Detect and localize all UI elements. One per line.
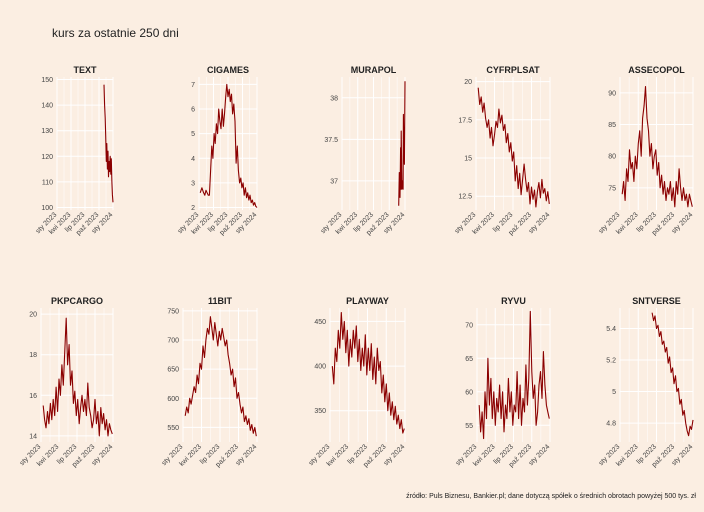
- y-tick-label: 80: [608, 154, 616, 161]
- y-tick-label: 12.5: [458, 194, 472, 201]
- chart-title: 11BIT: [208, 296, 233, 306]
- price-line: [103, 84, 114, 203]
- y-tick-label: 75: [608, 185, 616, 192]
- price-line: [184, 316, 257, 437]
- y-tick-label: 38: [330, 95, 338, 102]
- y-tick-label: 6: [191, 107, 195, 114]
- price-line: [478, 310, 550, 440]
- chart-title: TEXT: [73, 65, 97, 75]
- y-tick-label: 120: [41, 154, 53, 161]
- y-tick-label: 750: [167, 308, 179, 315]
- y-tick-label: 7: [191, 82, 195, 89]
- chart-title: RYVU: [501, 296, 526, 306]
- y-tick-label: 3: [191, 180, 195, 187]
- y-tick-label: 350: [314, 408, 326, 415]
- y-tick-label: 5: [612, 389, 616, 396]
- y-tick-label: 150: [41, 77, 53, 84]
- y-tick-label: 550: [167, 425, 179, 432]
- y-tick-label: 2: [191, 205, 195, 212]
- y-tick-label: 85: [608, 122, 616, 129]
- y-tick-label: 20: [464, 79, 472, 86]
- y-tick-label: 130: [41, 128, 53, 135]
- y-tick-label: 140: [41, 103, 53, 110]
- price-line: [621, 85, 693, 208]
- page-title: kurs za ostatnie 250 dni: [52, 26, 179, 40]
- y-tick-label: 650: [167, 367, 179, 374]
- y-tick-label: 37.5: [324, 137, 338, 144]
- y-tick-label: 110: [42, 179, 53, 186]
- y-tick-label: 17.5: [458, 117, 472, 124]
- chart-title: CIGAMES: [207, 65, 249, 75]
- y-tick-label: 600: [167, 396, 179, 403]
- y-tick-label: 90: [608, 90, 616, 97]
- price-line: [477, 87, 550, 208]
- y-tick-label: 18: [29, 352, 37, 359]
- price-line: [42, 317, 113, 437]
- chart-title: CYFRPLSAT: [486, 65, 540, 75]
- y-tick-label: 4.8: [606, 421, 616, 428]
- y-tick-label: 16: [29, 393, 37, 400]
- y-tick-label: 4: [191, 156, 195, 163]
- y-tick-label: 37: [330, 178, 338, 185]
- source-caption: źródło: Puls Biznesu, Bankier.pl; dane d…: [406, 493, 696, 500]
- price-line: [651, 312, 694, 437]
- price-line: [199, 83, 258, 208]
- y-tick-label: 60: [465, 389, 473, 396]
- y-tick-label: 14: [29, 433, 37, 440]
- price-line: [331, 311, 405, 434]
- x-tick-label: sty 2024: [383, 443, 407, 467]
- chart-title: SNTVERSE: [632, 296, 681, 306]
- y-tick-label: 5.4: [606, 326, 616, 333]
- chart-title: MURAPOL: [351, 65, 397, 75]
- y-tick-label: 400: [314, 364, 326, 371]
- chart-title: ASSECOPOL: [628, 65, 685, 75]
- chart-title: PLAYWAY: [346, 296, 389, 306]
- y-tick-label: 70: [465, 322, 473, 329]
- price-line: [398, 81, 406, 206]
- y-tick-label: 20: [29, 312, 37, 319]
- chart-title: PKPCARGO: [51, 296, 103, 306]
- y-tick-label: 5: [191, 131, 195, 138]
- y-tick-label: 5.2: [606, 358, 616, 365]
- y-tick-label: 700: [167, 338, 179, 345]
- y-tick-label: 450: [314, 319, 326, 326]
- y-tick-label: 55: [465, 423, 473, 430]
- y-tick-label: 100: [41, 205, 53, 212]
- y-tick-label: 65: [465, 356, 473, 363]
- y-tick-label: 15: [464, 156, 472, 163]
